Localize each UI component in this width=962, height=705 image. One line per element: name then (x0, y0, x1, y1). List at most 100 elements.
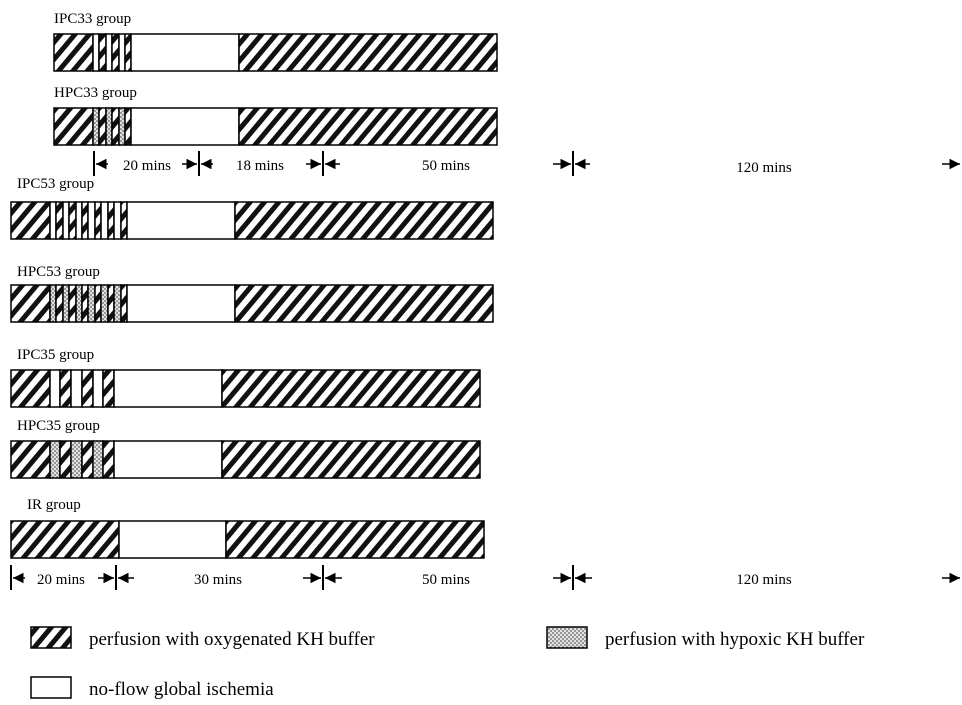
segment-ischemia (70, 369, 83, 408)
segment-oxygenated (111, 107, 120, 146)
segment-ischemia (113, 440, 223, 479)
group-timeline: IPC35 group (10, 347, 481, 408)
segment-hypoxic (75, 284, 83, 323)
group-timeline: IR group (10, 497, 485, 559)
segment-oxygenated (68, 284, 77, 323)
segment-oxygenated (10, 440, 51, 479)
segment-hypoxic (105, 107, 113, 146)
duration-scale-upper: 20 mins 18 mins 50 mins 120 mins (93, 151, 960, 176)
group-label: HPC33 group (54, 85, 137, 101)
segment-oxygenated (111, 33, 120, 72)
segment-ischemia (100, 201, 109, 240)
legend-swatch-hypoxic (546, 626, 588, 649)
segment-ischemia (130, 33, 240, 72)
segment-oxygenated (124, 107, 132, 146)
segment-oxygenated (81, 201, 89, 240)
group-label: IR group (27, 497, 81, 513)
group-timeline: IPC33 group (53, 11, 498, 72)
group-label: IPC53 group (17, 176, 94, 192)
segment-oxygenated (124, 33, 132, 72)
legend: perfusion with oxygenated KH buffer perf… (30, 626, 865, 700)
group-label: IPC35 group (17, 347, 94, 363)
segment-oxygenated (102, 369, 115, 408)
duration-label: 20 mins (123, 158, 171, 174)
legend-swatch-oxygenated (30, 626, 72, 649)
protocol-groups: IPC33 group HPC33 group IPC53 group HPC53 g… (10, 11, 498, 559)
segment-oxygenated (59, 440, 72, 479)
segment-ischemia (105, 33, 113, 72)
segment-ischemia (62, 201, 70, 240)
group-label: HPC35 group (17, 418, 100, 434)
segment-hypoxic (87, 284, 96, 323)
segment-hypoxic (100, 284, 109, 323)
segment-ischemia (126, 201, 236, 240)
duration-label: 18 mins (236, 158, 284, 174)
segment-ischemia (92, 33, 100, 72)
legend-label-oxygenated: perfusion with oxygenated KH buffer (89, 629, 375, 650)
segment-hypoxic (92, 107, 100, 146)
segment-oxygenated (81, 440, 94, 479)
segment-hypoxic (70, 440, 83, 479)
segment-oxygenated (81, 284, 89, 323)
duration-label: 120 mins (736, 160, 792, 176)
segment-oxygenated (10, 284, 51, 323)
segment-oxygenated (238, 33, 498, 72)
segment-ischemia (75, 201, 83, 240)
segment-hypoxic (49, 440, 61, 479)
duration-label: 50 mins (422, 572, 470, 588)
group-timeline: IPC53 group (10, 176, 494, 240)
segment-oxygenated (98, 107, 107, 146)
segment-oxygenated (102, 440, 115, 479)
segment-oxygenated (98, 33, 107, 72)
segment-ischemia (49, 201, 57, 240)
segment-oxygenated (55, 284, 64, 323)
segment-oxygenated (53, 33, 94, 72)
segment-oxygenated (81, 369, 94, 408)
segment-ischemia (87, 201, 96, 240)
segment-ischemia (113, 201, 122, 240)
segment-oxygenated (238, 107, 498, 146)
group-label: HPC53 group (17, 264, 100, 280)
segment-oxygenated (221, 369, 481, 408)
segment-oxygenated (225, 520, 485, 559)
segment-oxygenated (234, 201, 494, 240)
segment-ischemia (130, 107, 240, 146)
duration-label: 120 mins (736, 572, 792, 588)
segment-hypoxic (49, 284, 57, 323)
segment-ischemia (49, 369, 61, 408)
segment-ischemia (113, 369, 223, 408)
legend-swatch-ischemia (30, 676, 72, 699)
legend-label-ischemia: no-flow global ischemia (89, 679, 274, 700)
segment-hypoxic (62, 284, 70, 323)
segment-oxygenated (234, 284, 494, 323)
segment-oxygenated (53, 107, 94, 146)
segment-oxygenated (120, 201, 128, 240)
segment-oxygenated (94, 284, 102, 323)
duration-label: 20 mins (37, 572, 85, 588)
segment-oxygenated (10, 369, 51, 408)
segment-oxygenated (221, 440, 481, 479)
duration-label: 50 mins (422, 158, 470, 174)
segment-oxygenated (120, 284, 128, 323)
segment-oxygenated (68, 201, 77, 240)
segment-oxygenated (10, 201, 51, 240)
segment-hypoxic (113, 284, 122, 323)
segment-oxygenated (55, 201, 64, 240)
group-timeline: HPC53 group (10, 264, 494, 323)
group-timeline: HPC33 group (53, 85, 498, 146)
group-timeline: HPC35 group (10, 418, 481, 479)
duration-label: 30 mins (194, 572, 242, 588)
segment-ischemia (92, 369, 104, 408)
segment-oxygenated (107, 201, 115, 240)
group-label: IPC33 group (54, 11, 131, 27)
segment-oxygenated (59, 369, 72, 408)
segment-hypoxic (118, 107, 126, 146)
segment-oxygenated (10, 520, 120, 559)
duration-scale-lower: 20 mins 30 mins 50 mins 120 mins (10, 565, 960, 590)
segment-oxygenated (107, 284, 115, 323)
segment-ischemia (126, 284, 236, 323)
segment-hypoxic (92, 440, 104, 479)
segment-ischemia (118, 33, 126, 72)
segment-oxygenated (94, 201, 102, 240)
